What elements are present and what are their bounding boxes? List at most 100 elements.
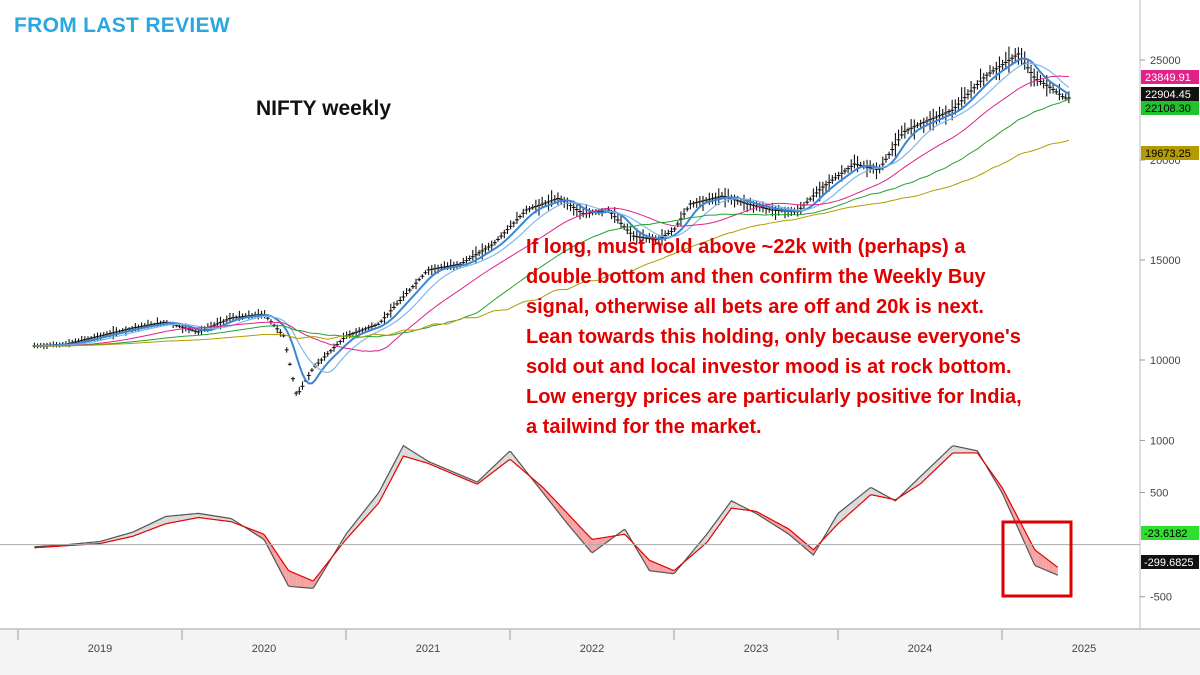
- oscillator-fill: [505, 453, 508, 463]
- oscillator-fill: [937, 458, 940, 468]
- oscillator-fill: [654, 562, 656, 572]
- oscillator-fill: [922, 473, 924, 483]
- oscillator-fill: [285, 565, 287, 583]
- oscillator-fill: [919, 476, 921, 485]
- oscillator-fill: [602, 537, 604, 546]
- oscillator-fill: [196, 513, 199, 518]
- oscillator-fill: [417, 454, 420, 461]
- oscillator-fill: [416, 453, 418, 461]
- oscillator-fill: [666, 567, 669, 574]
- oscillator-fill: [177, 515, 180, 522]
- oscillator-fill: [225, 517, 227, 522]
- oscillator-fill: [368, 503, 371, 515]
- oscillator-fill: [122, 534, 125, 539]
- annotation-line: sold out and local investor mood is at r…: [526, 356, 1012, 378]
- oscillator-fill: [155, 520, 158, 528]
- oscillator-line: [34, 444, 1059, 589]
- oscillator-fill: [855, 497, 858, 508]
- oscillator-fill: [849, 502, 852, 514]
- oscillator-fill: [854, 499, 856, 510]
- oscillator-fill: [217, 516, 219, 521]
- x-tick-label: 2021: [416, 643, 440, 655]
- oscillator-fill: [283, 563, 286, 580]
- oscillator-fill: [580, 526, 582, 541]
- oscillator-fill: [668, 568, 670, 574]
- moving-average-line: [34, 75, 1069, 352]
- oscillator-fill: [307, 578, 309, 589]
- oscillator-fill: [311, 580, 314, 589]
- oscillator-fill: [158, 518, 161, 527]
- oscillator-fill: [868, 487, 871, 497]
- y-tick-label: 1000: [1150, 435, 1174, 447]
- oscillator-fill: [969, 449, 972, 453]
- oscillator-fill: [226, 517, 229, 522]
- oscillator-fill: [843, 507, 845, 520]
- oscillator-fill: [852, 500, 855, 511]
- oscillator-fill: [278, 556, 281, 571]
- oscillator-fill: [1029, 539, 1032, 558]
- oscillator-fill: [211, 515, 213, 520]
- oscillator-fill: [222, 517, 224, 521]
- oscillator-fill: [838, 511, 841, 524]
- oscillator-fill: [964, 448, 967, 453]
- oscillator-fill: [572, 518, 574, 532]
- oscillator-fill: [846, 505, 849, 517]
- price-value-tag-label: 23849.91: [1145, 72, 1191, 84]
- oscillator-fill: [507, 451, 510, 462]
- oscillator-fill: [706, 532, 708, 544]
- oscillator-fill: [920, 474, 923, 484]
- oscillator-fill: [953, 445, 956, 453]
- moving-average-line: [34, 57, 1070, 385]
- oscillator-fill: [140, 527, 142, 534]
- oscillator-fill: [280, 558, 282, 574]
- oscillator-fill: [1048, 560, 1050, 572]
- oscillator-fill: [660, 564, 663, 573]
- oscillator-fill: [581, 528, 584, 543]
- oscillator-fill: [499, 459, 502, 468]
- oscillator-fill: [121, 535, 123, 539]
- oscillator-fill: [220, 516, 223, 521]
- oscillator-fill: [146, 524, 148, 532]
- oscillator-signal-line: [34, 452, 1059, 582]
- oscillator-fill: [917, 477, 920, 486]
- oscillator-fill: [302, 576, 305, 588]
- oscillator-fill: [215, 516, 218, 520]
- oscillator-fill: [857, 496, 860, 507]
- oscillator-fill: [944, 452, 946, 462]
- oscillator-fill: [652, 561, 655, 572]
- oscillator-fill: [848, 504, 850, 515]
- oscillator-fill: [928, 467, 931, 477]
- oscillator-fill: [958, 446, 961, 453]
- oscillator-fill: [406, 447, 409, 458]
- price-panel: [32, 46, 1071, 396]
- annotation-line: double bottom and then confirm the Weekl…: [526, 266, 986, 288]
- oscillator-fill: [931, 464, 934, 474]
- oscillator-fill: [141, 527, 144, 533]
- oscillator-fill: [592, 539, 595, 553]
- oscillator-fill: [934, 461, 937, 471]
- oscillator-fill: [732, 501, 735, 509]
- chart-subtitle: NIFTY weekly: [256, 97, 392, 120]
- price-value-tag: [1141, 87, 1199, 101]
- oscillator-fill: [125, 533, 128, 538]
- oscillator-fill: [576, 523, 579, 537]
- oscillator-fill: [1056, 566, 1058, 576]
- oscillator-value-tag-label: -299.6825: [1144, 557, 1194, 569]
- moving-average-line: [34, 139, 1070, 347]
- oscillator-fill: [584, 531, 587, 547]
- oscillator-fill: [837, 512, 839, 525]
- oscillator-fill: [662, 565, 664, 573]
- oscillator-fill: [1032, 545, 1035, 565]
- oscillator-fill: [863, 491, 866, 501]
- oscillator-fill: [509, 451, 511, 460]
- oscillator-fill: [1038, 552, 1041, 568]
- oscillator-value-tag-label: -23.6182: [1144, 528, 1187, 540]
- moving-average-line: [34, 62, 1070, 374]
- oscillator-fill: [170, 515, 172, 523]
- oscillator-fill: [786, 527, 789, 534]
- oscillator-fill: [663, 566, 666, 573]
- oscillator-fill: [132, 531, 134, 537]
- oscillator-fill: [565, 511, 568, 524]
